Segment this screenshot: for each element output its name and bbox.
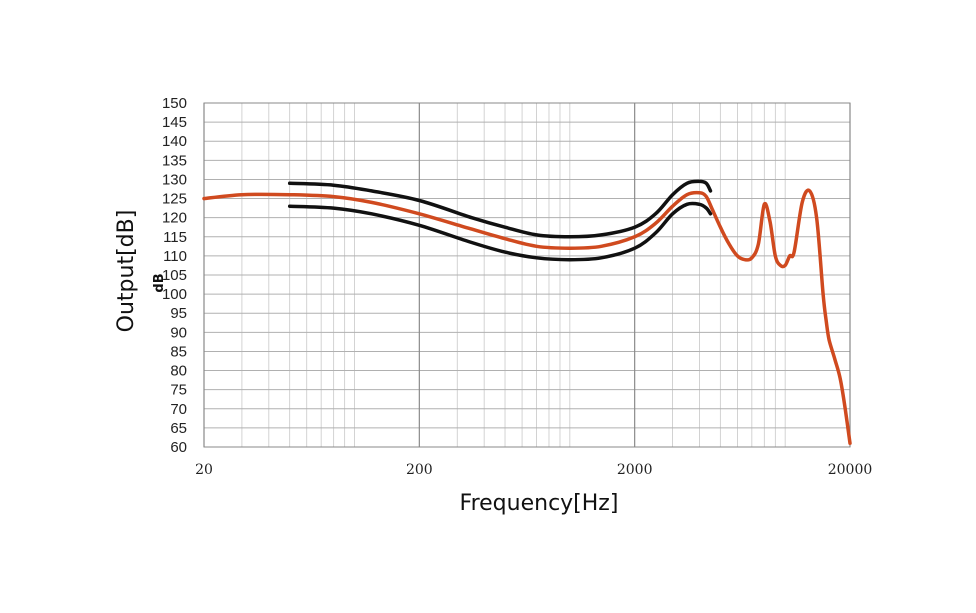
y-tick-label: 60 (170, 439, 187, 456)
y-tick-label: 145 (162, 114, 187, 131)
x-tick-label: 200 (406, 462, 433, 478)
lower-limit-curve (287, 201, 713, 262)
series-lines (202, 179, 852, 445)
response-curve (202, 188, 852, 445)
x-tick-label: 2000 (617, 462, 653, 478)
y-tick-label: 105 (162, 267, 187, 284)
y-axis-label: Output[dB] (114, 210, 139, 333)
y-tick-label: 150 (162, 95, 187, 112)
y-tick-labels: 60 65 70 75 80 85 90 95 100 105 110 115 120 125 130 135… (162, 95, 187, 456)
upper-limit-curve (287, 179, 713, 239)
y-tick-label: 90 (170, 324, 187, 341)
y-tick-label: 120 (162, 210, 187, 227)
y-tick-label: 110 (163, 248, 187, 265)
y-unit-label: dB (152, 273, 167, 292)
y-tick-label: 135 (162, 152, 187, 169)
y-tick-label: 75 (170, 382, 187, 399)
x-tick-labels: 20 200 2000 20000 (195, 462, 872, 478)
y-tick-label: 115 (163, 229, 187, 246)
x-tick-label: 20 (195, 462, 213, 478)
y-tick-label: 125 (162, 191, 187, 208)
y-tick-label: 140 (162, 133, 187, 150)
plot-frame (203, 102, 851, 448)
x-axis-label: Frequency[Hz] (460, 491, 619, 516)
y-tick-label: 65 (170, 420, 187, 437)
y-tick-label: 70 (170, 401, 187, 418)
y-tick-label: 80 (170, 363, 187, 380)
y-tick-label: 130 (162, 171, 187, 188)
x-tick-label: 20000 (828, 462, 873, 478)
y-tick-label: 85 (170, 343, 187, 360)
y-tick-label: 95 (170, 305, 187, 322)
y-tick-label: 100 (162, 286, 187, 303)
